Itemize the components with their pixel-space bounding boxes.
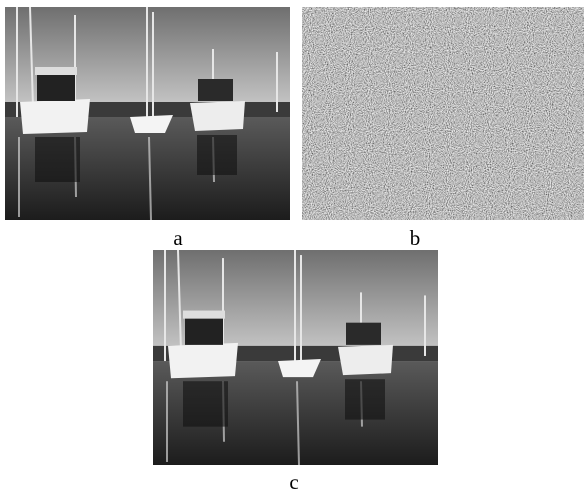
panel-label: c [289,470,298,492]
figure-images [0,0,584,492]
panel-label: b [410,226,421,251]
image-a [5,7,290,220]
image-c [153,250,438,465]
figure: a b c [0,0,584,492]
panel-label: a [173,226,182,251]
image-b [302,7,584,220]
